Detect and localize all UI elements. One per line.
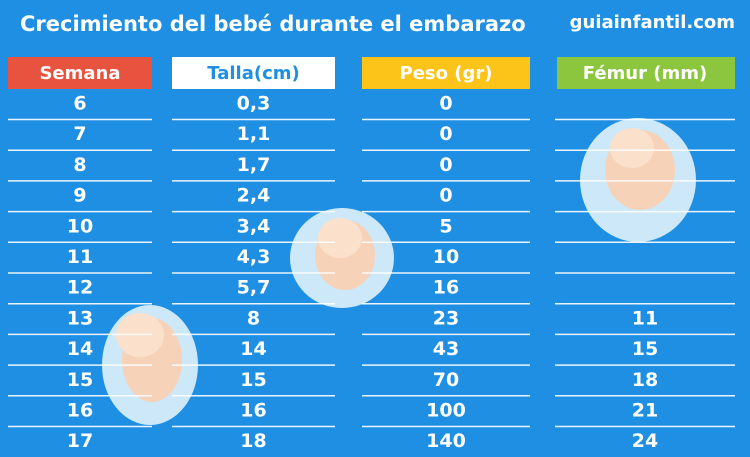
header-box bbox=[362, 57, 530, 89]
table-cell: 24 bbox=[632, 430, 658, 452]
table-cell: 15 bbox=[67, 369, 93, 391]
table-cell: 5,7 bbox=[237, 277, 271, 299]
table-cell: 6 bbox=[73, 93, 86, 115]
table-cell: 17 bbox=[67, 430, 93, 452]
table-cell: 100 bbox=[426, 400, 466, 422]
table-cell: 21 bbox=[632, 400, 658, 422]
table-cell: 15 bbox=[632, 338, 658, 360]
table-cell: 9 bbox=[73, 185, 86, 207]
table-cell: 8 bbox=[73, 154, 86, 176]
table-cell: 11 bbox=[632, 307, 658, 329]
table-cell: 14 bbox=[240, 338, 266, 360]
table-cell: 16 bbox=[240, 400, 266, 422]
column-header: Fémur (mm) bbox=[583, 63, 707, 84]
table-cell: 140 bbox=[426, 430, 466, 452]
header-box bbox=[172, 57, 335, 89]
table-cell: 0 bbox=[439, 123, 452, 145]
table-cell: 12 bbox=[67, 277, 93, 299]
table-cell: 11 bbox=[67, 246, 93, 268]
table-cell: 16 bbox=[67, 400, 93, 422]
table-cell: 0 bbox=[439, 185, 452, 207]
brand: guiainfantil.com bbox=[570, 12, 735, 33]
table-cell: 23 bbox=[433, 307, 459, 329]
table-cell: 2,4 bbox=[237, 185, 271, 207]
table-cell: 0 bbox=[439, 154, 452, 176]
table-cell: 70 bbox=[433, 369, 459, 391]
header-box bbox=[8, 57, 152, 89]
column-header: Semana bbox=[39, 63, 120, 84]
table-cell: 10 bbox=[433, 246, 459, 268]
table-cell: 8 bbox=[247, 307, 260, 329]
table-cell: 10 bbox=[67, 215, 93, 237]
table-cell: 0 bbox=[439, 93, 452, 115]
title: Crecimiento del bebé durante el embarazo bbox=[20, 12, 526, 36]
table-cell: 1,1 bbox=[237, 123, 271, 145]
table-cell: 18 bbox=[240, 430, 266, 452]
table-cell: 15 bbox=[240, 369, 266, 391]
table-cell: 0,3 bbox=[237, 93, 271, 115]
table-cell: 7 bbox=[73, 123, 86, 145]
table-cell: 4,3 bbox=[237, 246, 271, 268]
header-box bbox=[557, 57, 735, 89]
table-cell: 18 bbox=[632, 369, 658, 391]
table-cell: 16 bbox=[433, 277, 459, 299]
table-body: 6 0,3 0 7 1,1 0 8 1,7 0 9 2,4 0 10 3,4 5 11 4,3 10 12 5,7 16… bbox=[8, 93, 735, 452]
fetus-illustration bbox=[290, 208, 394, 308]
column-header: Talla(cm) bbox=[207, 63, 299, 84]
table-cell: 1,7 bbox=[237, 154, 271, 176]
table-cell: 14 bbox=[67, 338, 93, 360]
column-header: Peso (gr) bbox=[400, 63, 493, 84]
table-cell: 3,4 bbox=[237, 215, 271, 237]
table-cell: 5 bbox=[439, 215, 452, 237]
table-cell: 43 bbox=[433, 338, 459, 360]
table-cell: 13 bbox=[67, 307, 93, 329]
fetus-illustration bbox=[580, 118, 696, 242]
